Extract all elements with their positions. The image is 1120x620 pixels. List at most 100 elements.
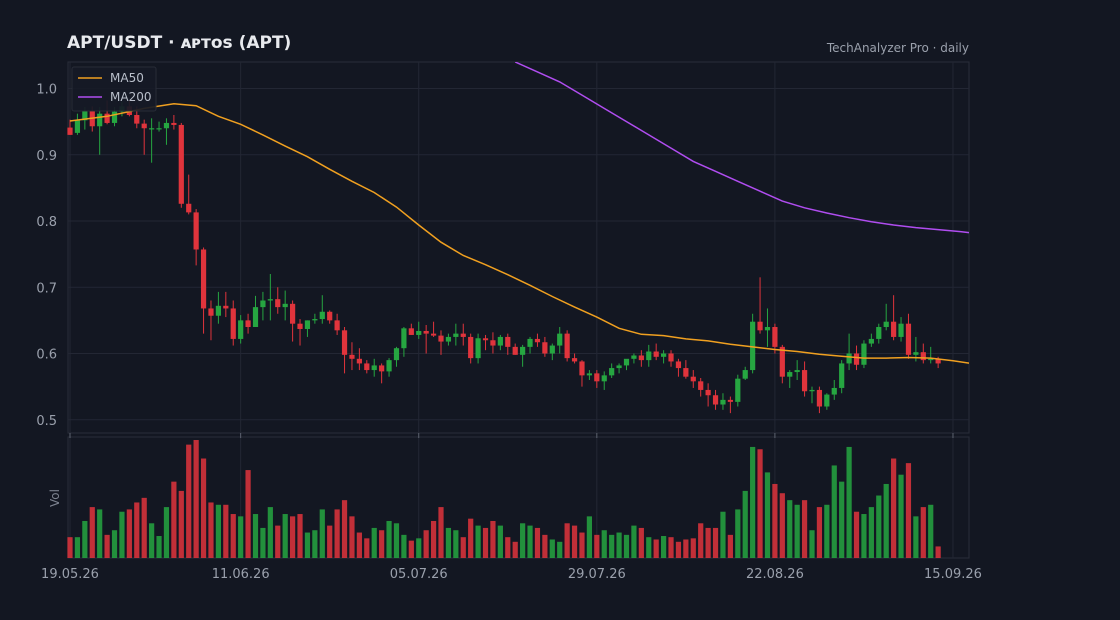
volume-bar bbox=[304, 532, 311, 558]
date-tick-label: 22.08.26 bbox=[746, 567, 804, 582]
candle-body bbox=[312, 319, 318, 321]
volume-bar bbox=[149, 523, 155, 558]
price-grid bbox=[68, 62, 969, 433]
candle-body bbox=[586, 373, 592, 376]
volume-bar bbox=[67, 537, 73, 558]
legend-entry-label: MA200 bbox=[110, 90, 151, 104]
volume-bar bbox=[571, 525, 578, 558]
volume-bar bbox=[683, 539, 689, 558]
price-tick-label: 0.8 bbox=[36, 215, 57, 230]
volume-bar bbox=[371, 527, 377, 558]
price-tick-label: 1.0 bbox=[36, 83, 57, 98]
candle-body bbox=[408, 328, 414, 335]
volume-bar bbox=[379, 530, 385, 558]
volume-bar bbox=[430, 520, 437, 558]
volume-bar bbox=[74, 537, 81, 558]
candle-body bbox=[920, 352, 926, 361]
candle-body bbox=[208, 308, 214, 316]
price-axis: 0.5 0.6 0.7 0.8 0.9 1.0 bbox=[36, 83, 57, 429]
volume-panel: Vol bbox=[48, 436, 970, 559]
volume-bar bbox=[549, 539, 555, 558]
volume-bar bbox=[260, 527, 266, 558]
candle-body bbox=[661, 353, 667, 357]
volume-bar bbox=[290, 516, 296, 558]
volume-bar bbox=[898, 474, 904, 558]
candle-body bbox=[282, 303, 288, 308]
volume-bar bbox=[646, 537, 652, 558]
volume-bar bbox=[482, 527, 489, 558]
candle-body bbox=[824, 394, 830, 407]
volume-bar bbox=[267, 507, 273, 558]
volume-bar bbox=[824, 504, 830, 558]
volume-bar bbox=[215, 504, 221, 558]
volume-bar bbox=[82, 520, 88, 558]
volume-bar bbox=[104, 534, 110, 558]
volume-bar bbox=[839, 481, 845, 558]
volume-bar bbox=[601, 530, 607, 558]
volume-bar bbox=[156, 536, 162, 558]
candle-body bbox=[215, 305, 221, 316]
volume-bar bbox=[171, 481, 177, 558]
volume-bar bbox=[809, 530, 815, 558]
volume-bar bbox=[883, 483, 889, 558]
candle-body bbox=[149, 128, 155, 130]
volume-bar bbox=[186, 444, 192, 558]
candle-body bbox=[668, 353, 674, 362]
volume-bar bbox=[868, 507, 874, 558]
candle-body bbox=[742, 370, 748, 379]
volume-bars bbox=[67, 440, 941, 558]
candle-body bbox=[601, 375, 607, 382]
candle-body bbox=[891, 321, 897, 337]
volume-bar bbox=[935, 546, 941, 558]
volume-panel-frame bbox=[67, 436, 970, 559]
volume-bar bbox=[490, 520, 496, 558]
volume-bar bbox=[364, 538, 370, 558]
volume-bar bbox=[905, 463, 912, 558]
ma200-line bbox=[514, 62, 969, 234]
volume-bar bbox=[698, 523, 704, 558]
candle-body bbox=[631, 355, 637, 359]
candle-body bbox=[712, 395, 719, 405]
volume-bar bbox=[445, 527, 452, 558]
candle-body bbox=[935, 358, 941, 364]
volume-bar bbox=[779, 493, 785, 558]
candle-body bbox=[720, 399, 726, 405]
volume-bar bbox=[705, 527, 711, 558]
candle-body bbox=[876, 327, 882, 339]
candle-body bbox=[861, 343, 867, 365]
candle-body bbox=[327, 311, 333, 321]
volume-bar bbox=[527, 525, 533, 558]
candle-body bbox=[371, 365, 377, 371]
price-tick-label: 0.9 bbox=[36, 149, 57, 164]
volume-bar bbox=[163, 507, 170, 558]
candle-body bbox=[557, 333, 563, 346]
price-tick-label: 0.5 bbox=[36, 414, 57, 429]
volume-bar bbox=[356, 532, 362, 558]
candle-body bbox=[364, 363, 370, 371]
candle-body bbox=[245, 320, 251, 327]
volume-bar bbox=[542, 534, 548, 558]
candle-body bbox=[868, 338, 874, 344]
candle-body bbox=[475, 338, 481, 359]
volume-bar bbox=[690, 538, 696, 558]
volume-bar bbox=[238, 516, 244, 558]
volume-bar bbox=[468, 518, 474, 558]
candle-body bbox=[304, 320, 311, 329]
candle-body bbox=[275, 299, 281, 308]
candle-body bbox=[67, 127, 73, 135]
volume-bar bbox=[223, 504, 229, 558]
candle-body bbox=[97, 113, 103, 127]
moving-averages bbox=[69, 62, 969, 364]
volume-bar bbox=[631, 525, 637, 558]
volume-bar bbox=[297, 514, 303, 558]
candle-body bbox=[82, 111, 88, 121]
candle-body bbox=[705, 389, 711, 396]
candle-body bbox=[913, 352, 919, 355]
volume-bar bbox=[327, 525, 333, 558]
candle-body bbox=[230, 308, 236, 339]
candle-body bbox=[74, 120, 81, 133]
candle-body bbox=[290, 303, 296, 324]
date-tick-label: 19.05.26 bbox=[41, 567, 99, 582]
candle-body bbox=[883, 321, 889, 327]
candle-body bbox=[386, 360, 392, 372]
